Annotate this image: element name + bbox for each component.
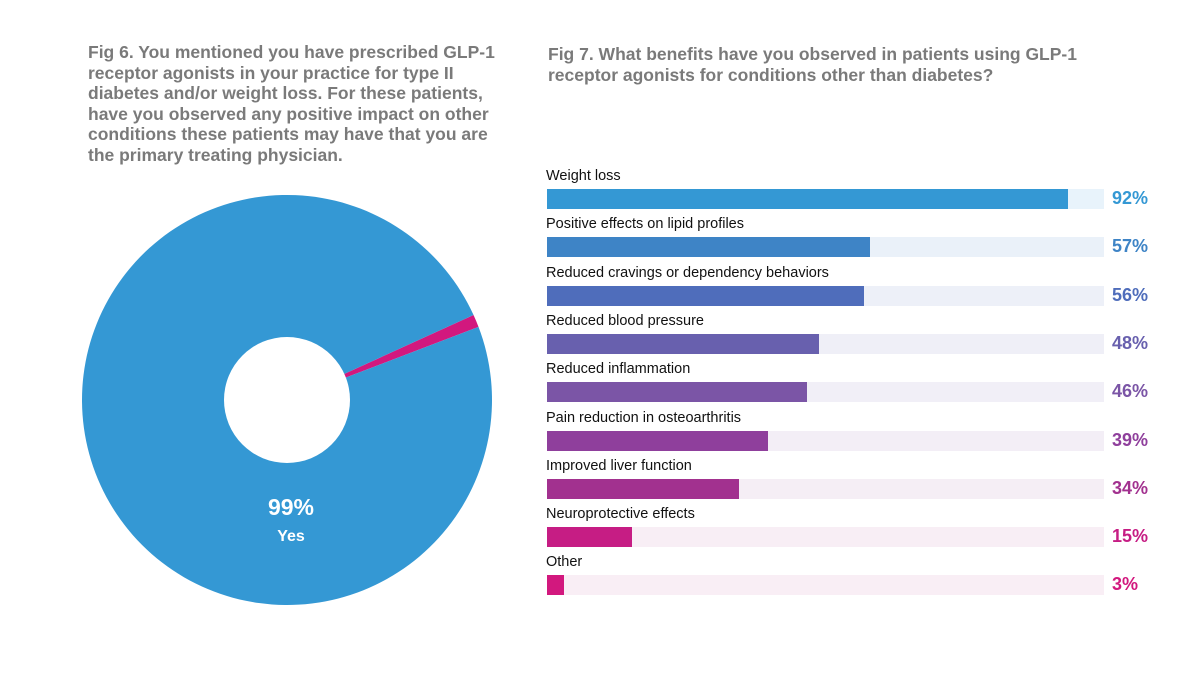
bar (547, 285, 864, 306)
bar-value-label: 39% (1112, 429, 1149, 450)
pie-slice-name-label: Yes (277, 528, 305, 545)
bar-track (547, 430, 1104, 451)
bar-track (547, 382, 1104, 403)
donut-hole (224, 337, 350, 463)
fig7-title: Fig 7. What benefits have you observed i… (548, 44, 1077, 85)
bar-track (547, 189, 1104, 209)
bar-label: Other (546, 554, 583, 571)
bar-value-label: 15% (1112, 526, 1149, 547)
bar (547, 575, 564, 596)
pie-slice-value-label: 99% (267, 494, 315, 520)
bar-value-label: 48% (1112, 332, 1149, 353)
bar-value-label: 56% (1112, 284, 1149, 305)
bar-track (547, 527, 1104, 548)
bar-label: Weight loss (546, 168, 621, 184)
fig6-title: Fig 6. You mentioned you have prescribed… (88, 42, 495, 165)
bar-track (547, 285, 1104, 306)
bar-track (547, 478, 1104, 499)
donut-chart (81, 194, 492, 605)
bar-track (547, 333, 1104, 354)
bar (547, 333, 819, 354)
bar-label: Improved liver function (546, 457, 692, 474)
bar-value-label: 92% (1112, 188, 1149, 208)
bar (547, 478, 740, 499)
bar-label: Reduced inflammation (546, 361, 691, 378)
bar (547, 237, 870, 258)
bar-track (547, 575, 1104, 596)
bar-value-label: 46% (1112, 381, 1149, 402)
bar-label: Reduced blood pressure (546, 312, 704, 329)
bar (547, 527, 632, 548)
bar (547, 430, 768, 451)
bar-value-label: 34% (1112, 477, 1149, 498)
bar (547, 382, 808, 403)
bar-label: Neuroprotective effects (546, 506, 695, 523)
bar (547, 189, 1068, 209)
bar-value-label: 57% (1112, 236, 1149, 257)
bar-label: Reduced cravings or dependency behaviors (546, 264, 829, 281)
bar-label: Pain reduction in osteoarthritis (546, 409, 742, 426)
bar-label: Positive effects on lipid profiles (546, 216, 745, 233)
bar-value-label: 3% (1112, 574, 1139, 595)
bar-track (547, 237, 1104, 258)
